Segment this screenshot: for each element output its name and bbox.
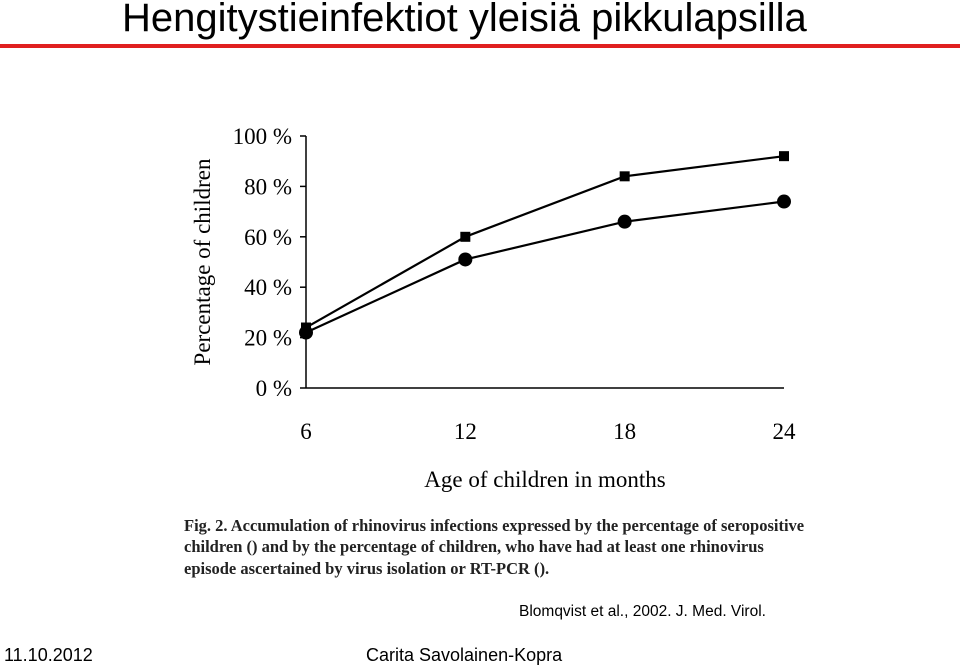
x-tick-label: 6 xyxy=(300,419,312,444)
data-point-circle xyxy=(617,214,632,229)
figure-caption: Fig. 2. Accumulation of rhinovirus infec… xyxy=(184,515,808,580)
y-tick-label: 60 % xyxy=(244,225,292,250)
data-point-square xyxy=(460,231,471,242)
y-tick-label: 40 % xyxy=(244,275,292,300)
y-ticks: 0 % 20 % 40 % 60 % 80 % 100 % xyxy=(233,124,306,401)
citation: Blomqvist et al., 2002. J. Med. Virol. xyxy=(519,603,766,620)
caption-part-3: ). xyxy=(539,559,550,578)
x-ticks: 6 12 18 24 xyxy=(300,419,796,444)
caption-part-2: ) and by the percentage of children, who… xyxy=(184,537,764,578)
y-axis-label: Percentage of children xyxy=(190,158,215,365)
x-axis-label: Age of children in months xyxy=(424,467,666,492)
x-tick-label: 12 xyxy=(454,419,477,444)
x-tick-label: 24 xyxy=(773,419,797,444)
footer-author: Carita Savolainen-Kopra xyxy=(366,645,563,665)
slide-title: Hengitystieinfektiot yleisiä pikkulapsil… xyxy=(122,0,807,40)
data-point-circle xyxy=(299,325,313,340)
data-point-square xyxy=(779,151,789,162)
chart-series xyxy=(299,151,791,340)
y-tick-label: 80 % xyxy=(244,174,292,199)
series-line-2 xyxy=(305,200,785,334)
series-line-1 xyxy=(305,155,785,329)
y-tick-label: 20 % xyxy=(244,326,292,351)
y-tick-label: 100 % xyxy=(233,124,292,149)
x-tick-label: 18 xyxy=(613,419,636,444)
chart-axes xyxy=(305,136,784,389)
footer-date: 11.10.2012 xyxy=(4,645,93,665)
data-point-circle xyxy=(777,194,791,209)
caption-part-1: Fig. 2. Accumulation of rhinovirus infec… xyxy=(184,516,805,556)
data-point-circle xyxy=(458,252,473,267)
title-rule xyxy=(0,44,960,48)
y-tick-label: 0 % xyxy=(256,376,292,401)
data-point-square xyxy=(619,171,630,182)
